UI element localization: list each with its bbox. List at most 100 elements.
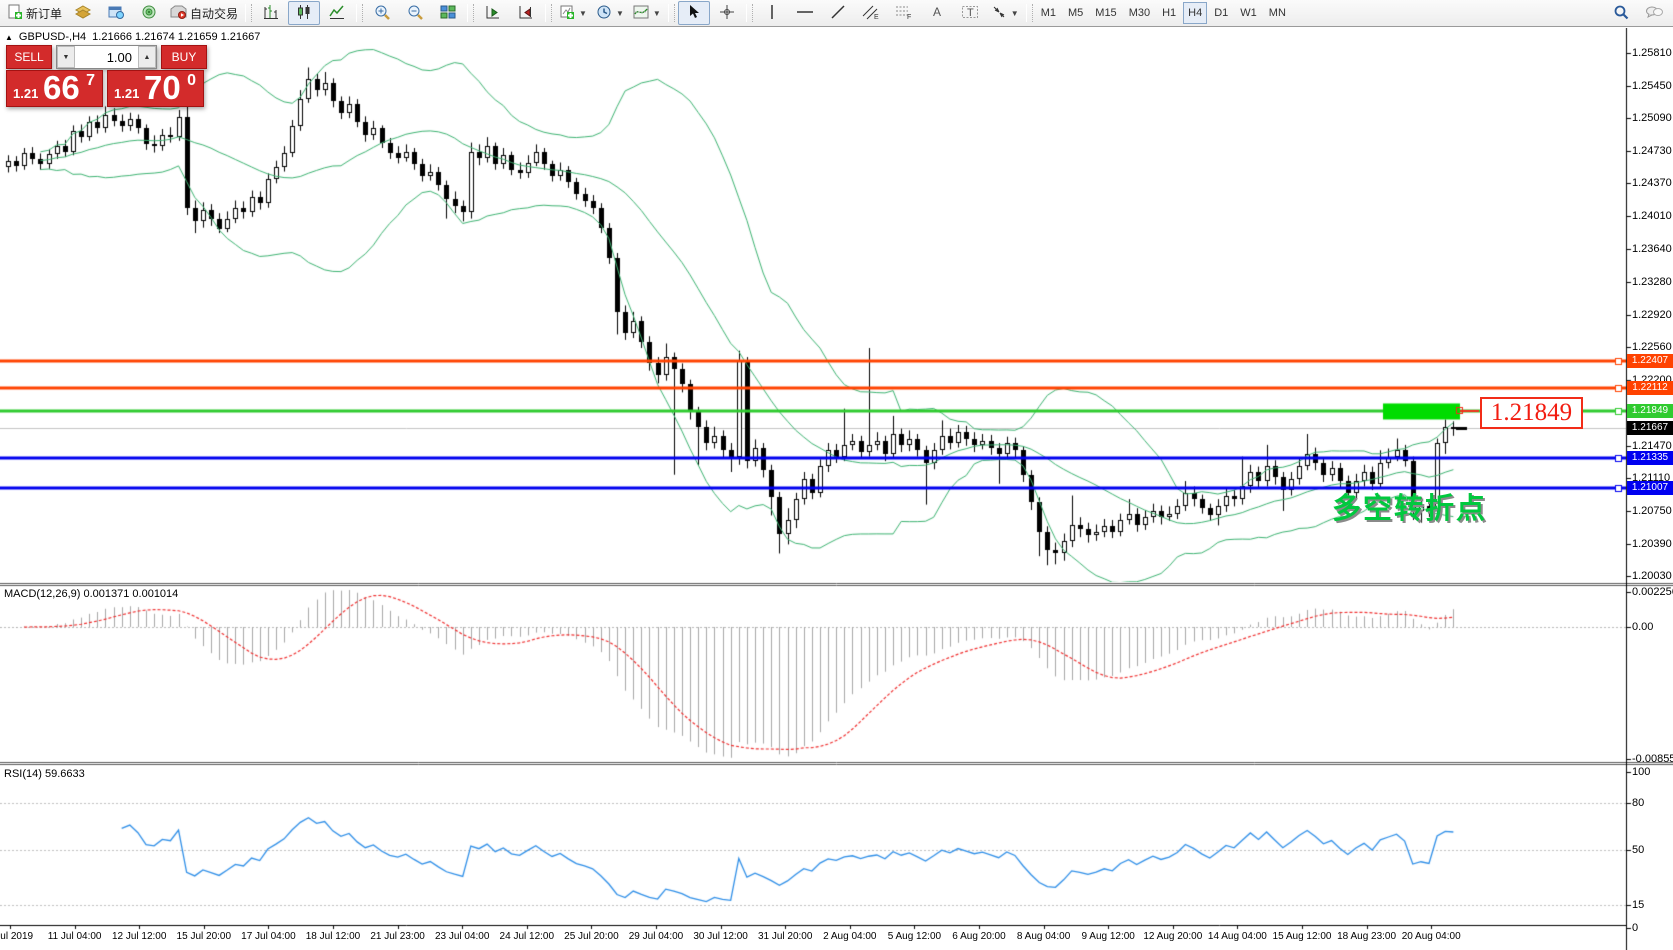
volume-decrease-button[interactable]: ▼	[57, 46, 75, 68]
price-callout-box[interactable]: 1.21849	[1480, 397, 1583, 429]
autotrading-label: 自动交易	[190, 6, 239, 21]
horizontal-line-icon	[796, 4, 814, 23]
new-chart-icon	[559, 4, 575, 23]
new-order-label: 新订单	[26, 6, 63, 21]
chart-shift-button[interactable]	[510, 1, 542, 25]
horizontal-line-tool-button[interactable]	[789, 1, 821, 25]
timeframe-button-mn[interactable]: MN	[1268, 7, 1286, 19]
new-chart-button[interactable]: ▼	[555, 1, 591, 25]
one-click-trading-panel: SELL ▼ 1.00 ▲ BUY 1.21 66 7 1.21	[6, 45, 207, 107]
cursor-icon	[687, 4, 701, 22]
volume-increase-button[interactable]: ▲	[138, 46, 156, 68]
chat-button[interactable]	[1638, 1, 1670, 25]
svg-text:E: E	[874, 14, 879, 20]
fibonacci-tool-button[interactable]: F	[888, 1, 920, 25]
channel-icon: E	[862, 4, 880, 23]
svg-text:A: A	[933, 5, 941, 19]
vertical-line-tool-button[interactable]	[756, 1, 788, 25]
svg-text:F: F	[907, 14, 911, 20]
crosshair-tool-button[interactable]	[711, 1, 743, 25]
market-watch-button[interactable]	[100, 1, 132, 25]
toolbar-grip	[245, 4, 253, 22]
autotrading-icon	[170, 4, 187, 23]
volume-value[interactable]: 1.00	[106, 49, 132, 65]
sell-price-small: 1.21	[13, 86, 39, 101]
arrows-tool-button[interactable]: ▼	[987, 1, 1023, 25]
price-chart-canvas[interactable]	[0, 28, 1673, 950]
buy-price-display[interactable]: 1.21 70 0	[107, 69, 204, 107]
timeframe-button-m1[interactable]: M1	[1040, 7, 1056, 19]
auto-scroll-button[interactable]	[477, 1, 509, 25]
toolbar-grip	[667, 4, 675, 22]
indicators-icon	[633, 4, 649, 23]
timeframe-button-m30[interactable]: M30	[1128, 7, 1151, 19]
tile-windows-button[interactable]	[432, 1, 464, 25]
new-order-icon	[7, 4, 23, 23]
period-button[interactable]: ▼	[592, 1, 628, 25]
bar-chart-icon	[263, 4, 279, 23]
text-label-tool-button[interactable]: T	[954, 1, 986, 25]
trendline-tool-button[interactable]	[822, 1, 854, 25]
sell-price-sup: 7	[86, 72, 95, 89]
data-window-icon	[141, 4, 157, 23]
buy-price-small: 1.21	[114, 86, 140, 101]
profiles-button[interactable]	[67, 1, 99, 25]
chat-icon	[1645, 4, 1663, 23]
text-tool-button[interactable]: A	[921, 1, 953, 25]
buy-button[interactable]: BUY	[161, 45, 207, 69]
buy-price-sup: 0	[187, 72, 196, 89]
toolbar-grip	[1025, 4, 1033, 22]
timeframe-button-d1[interactable]: D1	[1214, 7, 1229, 19]
zoom-out-icon	[407, 4, 423, 23]
dropdown-caret-icon: ▼	[615, 8, 624, 18]
candlestick-chart-button[interactable]	[288, 1, 321, 25]
line-chart-icon	[329, 4, 345, 23]
sell-button[interactable]: SELL	[6, 45, 52, 69]
zoom-out-button[interactable]	[399, 1, 431, 25]
search-button[interactable]	[1605, 1, 1637, 25]
sell-price-display[interactable]: 1.21 66 7	[6, 69, 103, 107]
timeframe-button-m5[interactable]: M5	[1068, 7, 1084, 19]
new-order-button[interactable]: 新订单	[3, 1, 66, 25]
text-icon: A	[930, 4, 944, 23]
cursor-tool-button[interactable]	[677, 1, 710, 25]
channel-tool-button[interactable]: E	[855, 1, 887, 25]
chart-shift-icon	[518, 4, 534, 23]
timeframe-button-h1[interactable]: H1	[1162, 7, 1177, 19]
buy-price-big: 70	[144, 69, 181, 106]
trendline-icon	[830, 4, 846, 23]
timeframe-button-w1[interactable]: W1	[1240, 7, 1257, 19]
search-icon	[1613, 4, 1629, 23]
line-chart-button[interactable]	[321, 1, 353, 25]
toolbar-grip	[467, 4, 475, 22]
profiles-icon	[75, 4, 92, 23]
auto-scroll-icon	[485, 4, 501, 23]
volume-stepper: ▼ 1.00 ▲	[56, 45, 157, 69]
bar-chart-button[interactable]	[255, 1, 287, 25]
text-label-icon: T	[961, 4, 979, 23]
chart-window: ▲ GBPUSD-,H4 1.21666 1.21674 1.21659 1.2…	[0, 28, 1673, 950]
toolbar-grip	[545, 4, 553, 22]
vertical-line-icon	[766, 4, 778, 23]
dropdown-caret-icon: ▼	[1010, 8, 1019, 18]
dropdown-caret-icon: ▼	[579, 8, 587, 18]
market-watch-icon	[108, 4, 125, 23]
svg-text:T: T	[967, 7, 974, 19]
indicators-button[interactable]: ▼	[629, 1, 665, 25]
clock-icon	[596, 4, 612, 23]
zoom-in-icon	[374, 4, 390, 23]
dropdown-caret-icon: ▼	[652, 8, 661, 18]
timeframe-button-h4[interactable]: H4	[1183, 2, 1208, 24]
tile-windows-icon	[440, 4, 456, 23]
data-window-button[interactable]	[133, 1, 165, 25]
crosshair-icon	[719, 4, 735, 23]
sell-price-big: 66	[43, 69, 80, 106]
zoom-in-button[interactable]	[366, 1, 398, 25]
timeframe-button-m15[interactable]: M15	[1095, 7, 1117, 19]
fibonacci-icon: F	[895, 4, 913, 23]
toolbar-grip	[745, 4, 753, 22]
candlestick-chart-icon	[296, 4, 312, 23]
arrows-icon	[991, 4, 1007, 23]
autotrading-button[interactable]: 自动交易	[166, 1, 242, 25]
